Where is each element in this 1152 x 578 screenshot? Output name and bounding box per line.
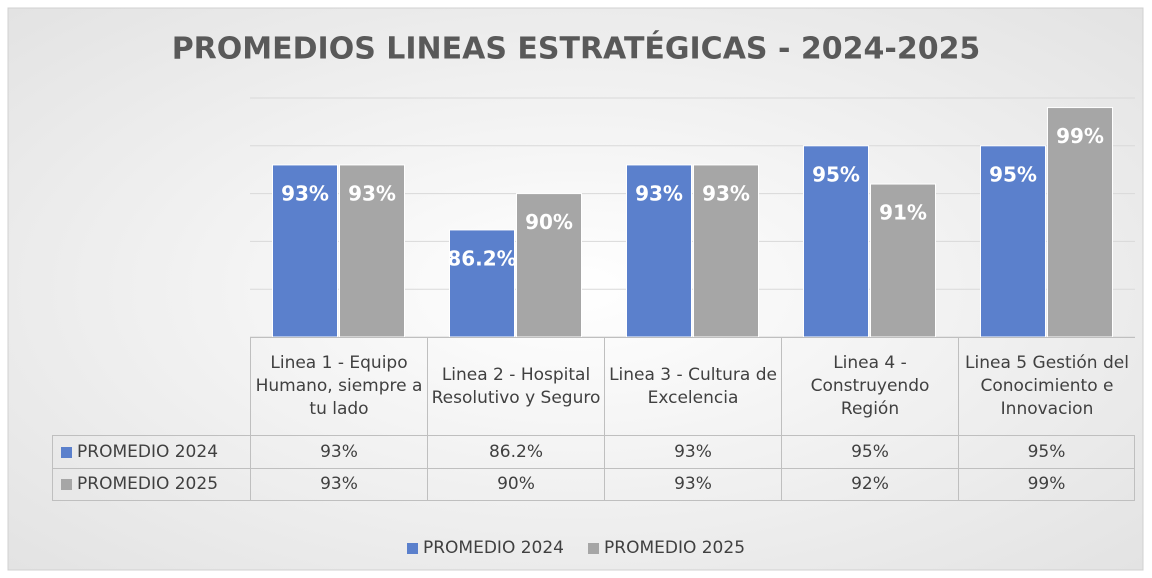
table-row-header: PROMEDIO 2024: [52, 435, 250, 468]
legend-item: PROMEDIO 2025: [588, 537, 745, 560]
legend-key: [61, 446, 72, 458]
table-row-header: PROMEDIO 2025: [52, 468, 250, 501]
table-category: Linea 4 - Construyendo Región: [781, 337, 958, 435]
table-cell: 93%: [604, 435, 781, 468]
table-cell: 99%: [958, 468, 1135, 501]
bar: [449, 229, 515, 338]
legend-label: PROMEDIO 2025: [604, 537, 746, 558]
table-category: Linea 5 Gestión del Conocimiento e Innov…: [958, 337, 1135, 435]
data-label: 99%: [1056, 124, 1104, 148]
data-label: 86.2%: [447, 246, 516, 270]
data-label: 95%: [989, 162, 1037, 186]
chart-title: PROMEDIOS LINEAS ESTRATÉGICAS - 2024-202…: [172, 31, 981, 67]
data-label: 93%: [281, 181, 329, 205]
data-label: 93%: [702, 181, 750, 205]
table-category: Linea 3 - Cultura de Excelencia: [604, 337, 781, 435]
table-cell: 95%: [781, 435, 958, 468]
data-label: 95%: [812, 162, 860, 186]
table-cell: 86.2%: [427, 435, 604, 468]
legend: PROMEDIO 2024 PROMEDIO 2025: [0, 533, 1152, 563]
table-cell: 92%: [781, 468, 958, 501]
bar: [693, 164, 759, 338]
row-label: PROMEDIO 2024: [77, 441, 219, 462]
table-cell: 93%: [604, 468, 781, 501]
table-cell: 93%: [250, 435, 427, 468]
legend-item: PROMEDIO 2024: [406, 537, 564, 560]
legend-label: PROMEDIO 2024: [422, 537, 564, 558]
bar: [626, 164, 692, 338]
bar: [516, 193, 582, 338]
bar: [339, 164, 405, 338]
bar: [803, 145, 869, 338]
data-label: 93%: [635, 181, 683, 205]
table-cell: 93%: [250, 468, 427, 501]
legend-key: [61, 479, 72, 490]
data-label: 90%: [525, 210, 573, 234]
data-label: 93%: [348, 181, 396, 205]
table-cell: 90%: [427, 468, 604, 501]
table-category: Linea 2 - Hospital Resolutivo y Seguro: [427, 337, 604, 435]
table-category: Linea 1 - Equipo Humano, siempre a tu la…: [250, 337, 427, 435]
row-label: PROMEDIO 2025: [77, 474, 219, 495]
bar: [870, 183, 936, 338]
data-label: 91%: [879, 201, 927, 225]
table-cell: 95%: [958, 435, 1135, 468]
legend-key: [588, 542, 599, 554]
legend-key: [406, 542, 418, 554]
